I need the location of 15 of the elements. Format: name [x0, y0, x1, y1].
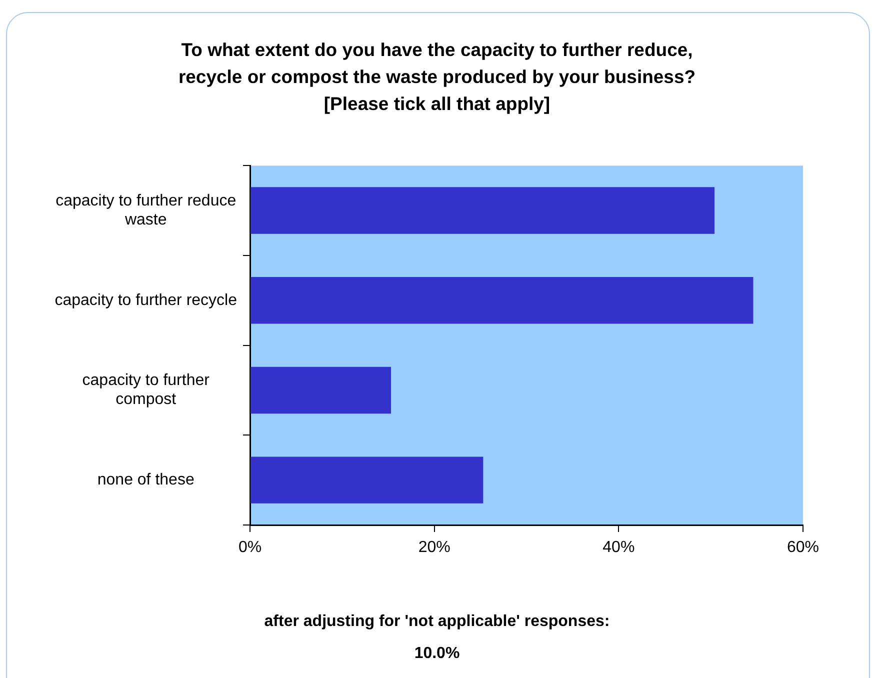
chart-title: To what extent do you have the capacity to further reduce, recycle or compost the waste produced by your business? [Please tick all that apply] — [177, 38, 697, 116]
bar — [250, 187, 715, 234]
bar — [250, 456, 484, 504]
x-tick-label: 0% — [238, 539, 262, 556]
bar — [250, 277, 754, 324]
bar — [250, 366, 392, 414]
text: after adjusting for 'not applicable' responses: — [263, 612, 611, 632]
x-tick-label: 60% — [786, 539, 820, 556]
text: 10.0% — [413, 644, 461, 664]
y-tick-label: capacity to further recycle — [54, 292, 238, 309]
x-tick-label: 20% — [418, 539, 450, 556]
x-tick-label: 40% — [602, 539, 635, 556]
y-tick-label: none of these — [97, 471, 194, 488]
y-tick-label: capacity to further compost — [82, 372, 210, 408]
y-tick-label: capacity to further reduce waste — [56, 192, 236, 229]
